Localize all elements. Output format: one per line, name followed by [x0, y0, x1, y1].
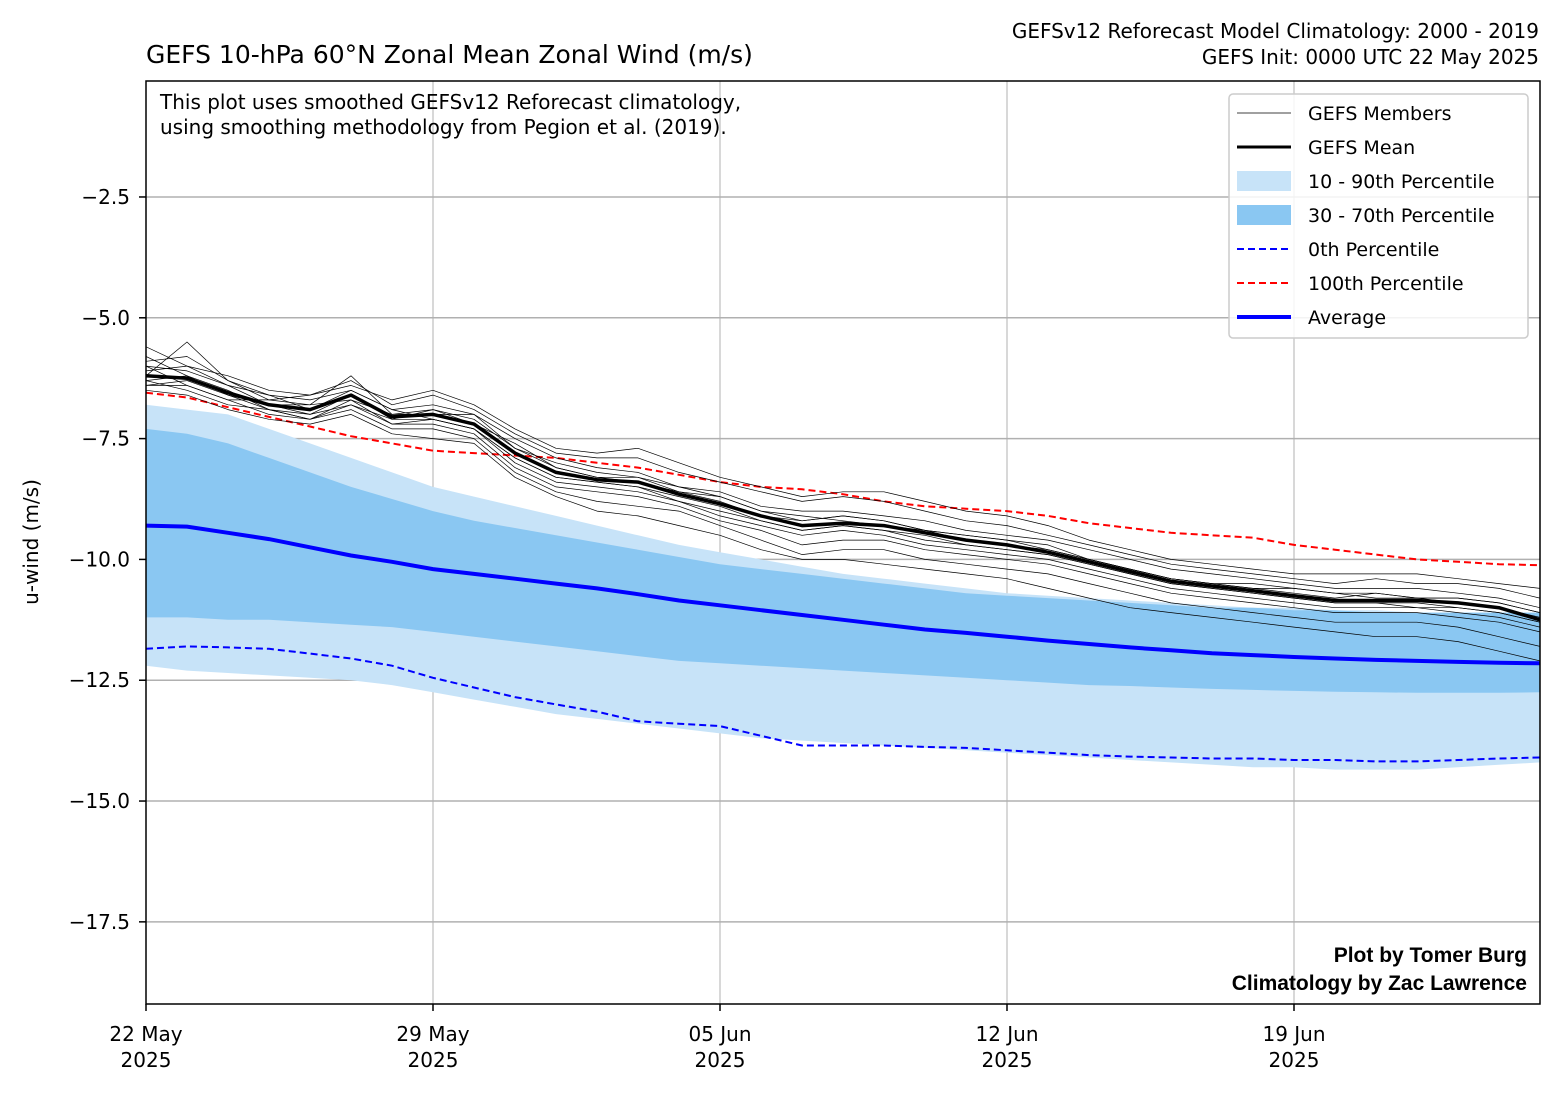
- legend-label: 0th Percentile: [1308, 239, 1439, 261]
- chart-title: GEFS 10-hPa 60°N Zonal Mean Zonal Wind (…: [146, 40, 753, 69]
- member-line: [146, 385, 1540, 633]
- member-line: [146, 380, 1540, 647]
- y-tick-label: −5.0: [81, 306, 130, 330]
- plot-frame: [145, 80, 1541, 1005]
- gefs-member-lines: [146, 341, 1540, 662]
- x-tick-label-year: 2025: [695, 1048, 746, 1072]
- member-line: [146, 375, 1540, 623]
- legend-swatch: [1237, 171, 1291, 191]
- legend-label: 10 - 90th Percentile: [1308, 171, 1495, 193]
- member-line: [146, 356, 1540, 599]
- legend: GEFS Members GEFS Mean 10 - 90th Percentil…: [1228, 93, 1529, 339]
- x-tick-label-date: 22 May: [109, 1022, 182, 1046]
- note-line-1: This plot uses smoothed GEFSv12 Reforeca…: [159, 90, 741, 114]
- member-line: [146, 380, 1540, 628]
- member-line: [146, 389, 1540, 662]
- x-tick-label-date: 19 Jun: [1262, 1022, 1325, 1046]
- y-tick-label: −2.5: [81, 185, 130, 209]
- y-tick-label: −10.0: [69, 547, 130, 571]
- gefs-mean-line: [146, 374, 1540, 622]
- legend-swatch: [1237, 205, 1291, 225]
- credit-line-2: Climatology by Zac Lawrence: [1232, 972, 1527, 995]
- legend-label: GEFS Members: [1308, 103, 1451, 125]
- p0-line: [146, 645, 1540, 763]
- y-axis-ticks: −2.5 −5.0 −7.5 −10.0 −12.5 −15.0 −17.5: [69, 185, 146, 934]
- x-tick-label-date: 29 May: [396, 1022, 469, 1046]
- x-tick-label-year: 2025: [408, 1048, 459, 1072]
- y-tick-label: −7.5: [81, 427, 130, 451]
- average-line: [146, 523, 1540, 666]
- series-lines: [146, 391, 1540, 763]
- credit-line-1: Plot by Tomer Burg: [1334, 944, 1527, 967]
- y-tick-label: −17.5: [69, 910, 130, 934]
- band-30-70-percentile: [146, 428, 1540, 693]
- p100-line: [146, 391, 1540, 567]
- x-tick-label-date: 12 Jun: [975, 1022, 1038, 1046]
- member-line: [146, 346, 1540, 589]
- chart-subtitle-line-1: GEFSv12 Reforecast Model Climatology: 20…: [1012, 19, 1539, 43]
- legend-label: 100th Percentile: [1308, 273, 1464, 295]
- x-tick-label-year: 2025: [982, 1048, 1033, 1072]
- legend-box: [1228, 93, 1529, 339]
- legend-label: Average: [1308, 307, 1386, 329]
- note-line-2: using smoothing methodology from Pegion …: [160, 115, 727, 139]
- y-tick-label: −15.0: [69, 789, 130, 813]
- member-line: [146, 365, 1540, 618]
- legend-label: 30 - 70th Percentile: [1308, 205, 1495, 227]
- y-axis-label: u-wind (m/s): [19, 479, 43, 605]
- x-tick-label-date: 05 Jun: [688, 1022, 751, 1046]
- x-tick-label-year: 2025: [121, 1048, 172, 1072]
- percentile-bands: [146, 404, 1540, 770]
- gefs-mean-layer: [146, 374, 1540, 622]
- x-tick-label-year: 2025: [1269, 1048, 1320, 1072]
- y-tick-label: −12.5: [69, 668, 130, 692]
- legend-label: GEFS Mean: [1308, 137, 1415, 159]
- chart-subtitle-line-2: GEFS Init: 0000 UTC 22 May 2025: [1202, 45, 1539, 69]
